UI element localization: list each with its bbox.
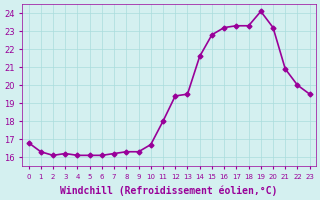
- X-axis label: Windchill (Refroidissement éolien,°C): Windchill (Refroidissement éolien,°C): [60, 185, 278, 196]
